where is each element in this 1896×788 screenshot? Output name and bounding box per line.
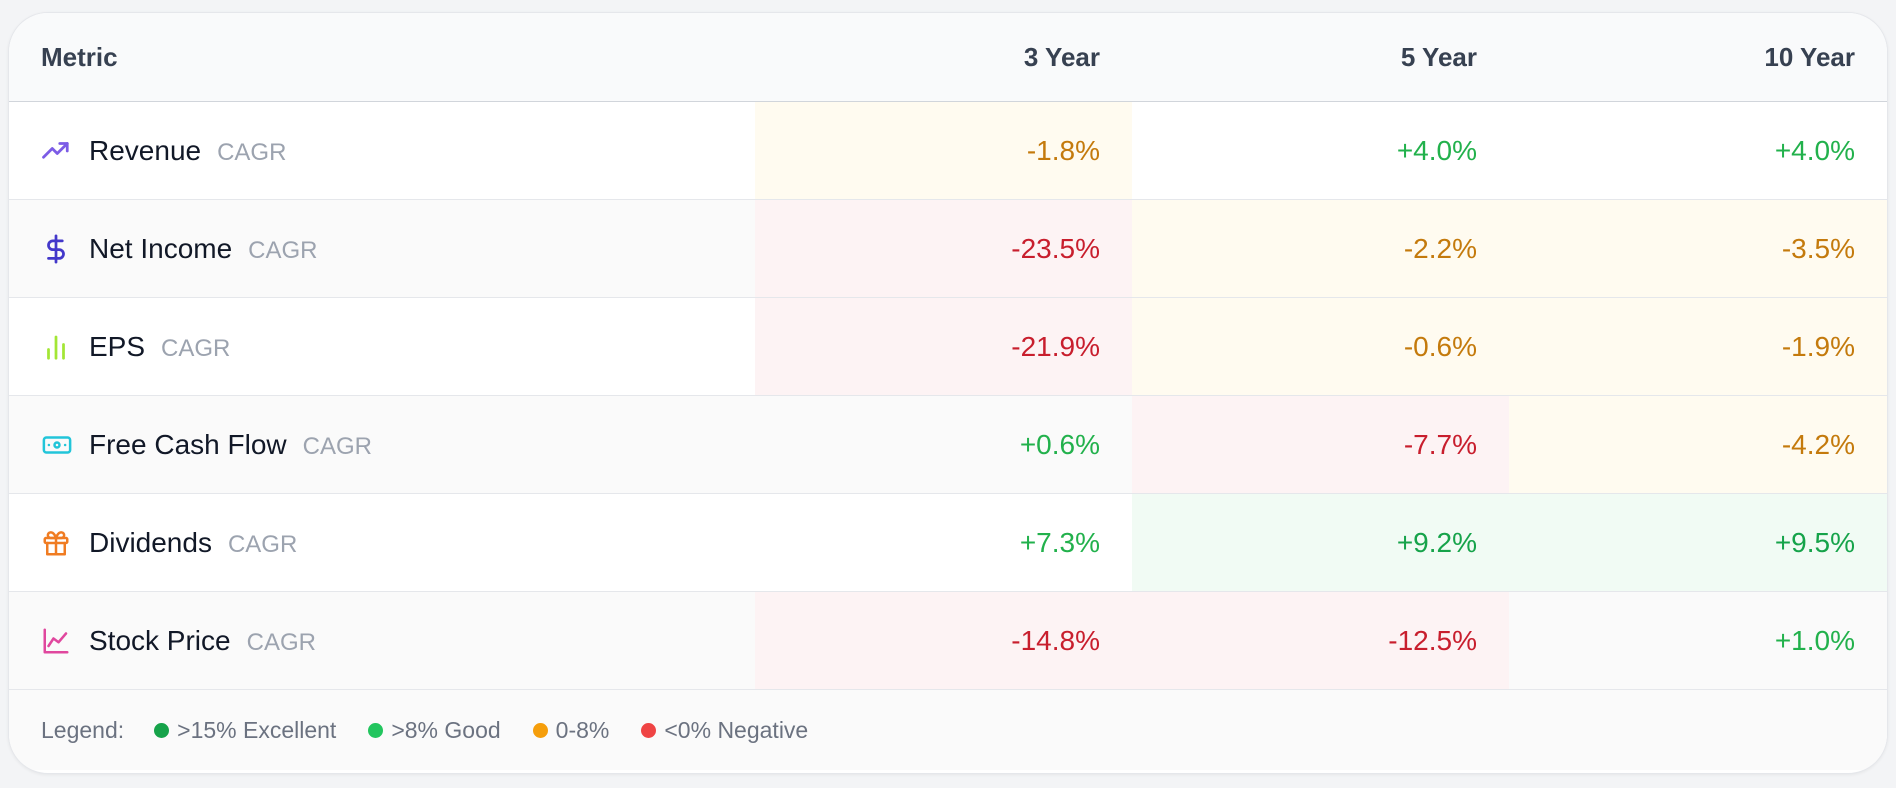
metric-suffix: CAGR: [217, 138, 287, 166]
metric-cell: EPS CAGR: [9, 298, 755, 395]
value-5-year: -7.7%: [1132, 396, 1509, 493]
bar-chart-icon: [41, 330, 75, 364]
metric-name: EPS: [89, 330, 146, 362]
legend-label: Legend:: [41, 716, 125, 743]
value-5-year: +9.2%: [1132, 494, 1509, 591]
header-5-year[interactable]: 5 Year: [1400, 41, 1477, 72]
metric-cell: Free Cash Flow CAGR: [9, 396, 755, 493]
header-10-year[interactable]: 10 Year: [1764, 41, 1855, 72]
value-5-year: -12.5%: [1132, 592, 1509, 689]
metric-cell: Revenue CAGR: [9, 102, 755, 199]
value-10-year: +1.0%: [1774, 624, 1855, 656]
metric-name: Revenue: [89, 134, 202, 166]
legend-dot-icon: [641, 722, 657, 738]
value-10-year: -4.2%: [1509, 396, 1887, 493]
value-10-year: -3.5%: [1509, 200, 1887, 297]
value-10-year: -1.9%: [1509, 298, 1887, 395]
banknote-icon: [41, 428, 75, 462]
table-row-stock-price: Stock Price CAGR -14.8% -12.5% +1.0%: [9, 592, 1887, 690]
dollar-sign-icon: [41, 232, 75, 266]
value-3-year: -21.9%: [755, 298, 1132, 395]
value-5-year: +4.0%: [1396, 134, 1477, 166]
table-header-row: Metric 3 Year 5 Year 10 Year: [9, 13, 1887, 102]
metric-suffix: CAGR: [302, 432, 372, 460]
value-3-year: +0.6%: [1019, 428, 1100, 460]
header-3-year[interactable]: 3 Year: [1023, 41, 1100, 72]
value-5-year: -0.6%: [1132, 298, 1509, 395]
legend-item-text: <0% Negative: [664, 716, 809, 743]
value-3-year: -1.8%: [755, 102, 1132, 199]
legend-item-text: >15% Excellent: [177, 716, 337, 743]
legend-item-excellent: >15% Excellent: [154, 717, 336, 744]
metric-suffix: CAGR: [248, 236, 318, 264]
metric-cell: Stock Price CAGR: [9, 592, 755, 689]
legend-item-text: >8% Good: [391, 716, 501, 743]
metric-name: Free Cash Flow: [89, 428, 287, 460]
legend-dot-icon: [532, 722, 548, 738]
line-chart-icon: [41, 624, 75, 658]
table-row-eps: EPS CAGR -21.9% -0.6% -1.9%: [9, 298, 1887, 396]
legend-dot-icon: [368, 722, 384, 738]
gift-icon: [41, 526, 75, 560]
metric-cell: Net Income CAGR: [9, 200, 755, 297]
value-10-year: +4.0%: [1774, 134, 1855, 166]
metric-name: Stock Price: [89, 624, 231, 656]
legend-item-good: >8% Good: [368, 716, 501, 744]
metric-cell: Dividends CAGR: [9, 494, 755, 591]
value-5-year: -2.2%: [1132, 200, 1509, 297]
trending-up-icon: [41, 134, 75, 168]
table-row-revenue: Revenue CAGR -1.8% +4.0% +4.0%: [9, 102, 1887, 200]
header-metric[interactable]: Metric: [41, 41, 118, 72]
legend-item-moderate: 0-8%: [532, 716, 610, 744]
value-10-year: +9.5%: [1509, 494, 1887, 591]
metric-suffix: CAGR: [161, 334, 231, 362]
metric-suffix: CAGR: [246, 628, 316, 656]
legend-item-negative: <0% Negative: [641, 717, 808, 744]
metric-suffix: CAGR: [227, 530, 298, 558]
metric-name: Dividends: [89, 526, 212, 558]
value-3-year: -23.5%: [755, 200, 1132, 297]
value-3-year: -14.8%: [755, 592, 1132, 689]
table-row-net-income: Net Income CAGR -23.5% -2.2% -3.5%: [9, 200, 1887, 298]
legend-item-text: 0-8%: [555, 716, 610, 743]
cagr-table-card: Metric 3 Year 5 Year 10 Year Revenue CAG…: [8, 12, 1888, 774]
table-row-dividends: Dividends CAGR +7.3% +9.2% +9.5%: [9, 494, 1887, 592]
table-row-free-cash-flow: Free Cash Flow CAGR +0.6% -7.7% -4.2%: [9, 396, 1887, 494]
value-3-year: +7.3%: [1019, 526, 1100, 558]
legend-dot-icon: [154, 722, 170, 738]
metric-name: Net Income: [89, 232, 233, 264]
legend-footer: Legend: >15% Excellent >8% Good 0-8% <0%…: [9, 690, 1887, 770]
